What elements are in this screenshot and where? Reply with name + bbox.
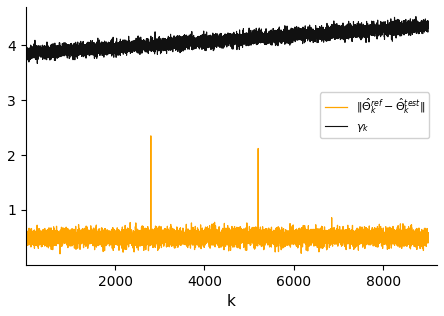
- Line: $\gamma_k$: $\gamma_k$: [26, 16, 428, 64]
- $\gamma_k$: [419, 27, 424, 31]
- $\|\hat{\Theta}_k^{ref} - \hat{\Theta}_k^{test}\|$: [46, 241, 52, 245]
- $\gamma_k$: [35, 62, 40, 65]
- $\gamma_k$: [413, 15, 419, 18]
- Line: $\|\hat{\Theta}_k^{ref} - \hat{\Theta}_k^{test}\|$: $\|\hat{\Theta}_k^{ref} - \hat{\Theta}_k…: [26, 136, 428, 254]
- $\|\hat{\Theta}_k^{ref} - \hat{\Theta}_k^{test}\|$: [425, 231, 431, 235]
- $\|\hat{\Theta}_k^{ref} - \hat{\Theta}_k^{test}\|$: [419, 239, 424, 243]
- $\|\hat{\Theta}_k^{ref} - \hat{\Theta}_k^{test}\|$: [148, 134, 154, 138]
- $\gamma_k$: [131, 42, 136, 46]
- $\|\hat{\Theta}_k^{ref} - \hat{\Theta}_k^{test}\|$: [269, 235, 274, 239]
- $\|\hat{\Theta}_k^{ref} - \hat{\Theta}_k^{test}\|$: [23, 232, 28, 236]
- $\|\hat{\Theta}_k^{ref} - \hat{\Theta}_k^{test}\|$: [341, 231, 346, 234]
- $\gamma_k$: [46, 48, 52, 52]
- $\gamma_k$: [269, 32, 274, 36]
- X-axis label: k: k: [227, 294, 236, 309]
- $\|\hat{\Theta}_k^{ref} - \hat{\Theta}_k^{test}\|$: [275, 238, 281, 242]
- $\|\hat{\Theta}_k^{ref} - \hat{\Theta}_k^{test}\|$: [131, 229, 136, 233]
- Legend: $\|\hat{\Theta}_k^{ref} - \hat{\Theta}_k^{test}\|$, $\gamma_k$: $\|\hat{\Theta}_k^{ref} - \hat{\Theta}_k…: [320, 92, 429, 138]
- $\gamma_k$: [23, 50, 28, 54]
- $\gamma_k$: [341, 31, 346, 35]
- $\gamma_k$: [425, 21, 431, 25]
- $\gamma_k$: [275, 38, 281, 42]
- $\|\hat{\Theta}_k^{ref} - \hat{\Theta}_k^{test}\|$: [57, 252, 63, 256]
